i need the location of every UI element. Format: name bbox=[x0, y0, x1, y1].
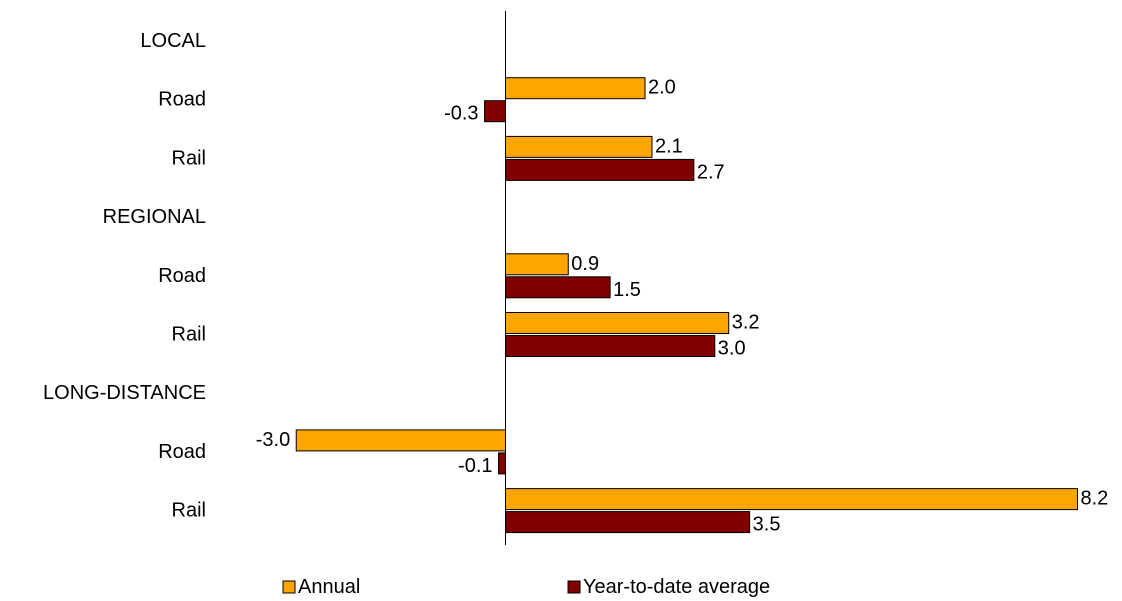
data-label: 3.0 bbox=[718, 338, 746, 360]
bar-year-to-date bbox=[505, 335, 716, 357]
category-label: REGIONAL bbox=[103, 206, 206, 228]
bar-annual bbox=[505, 135, 653, 158]
legend: Annual Year-to-date average bbox=[282, 576, 770, 598]
category-label: LONG-DISTANCE bbox=[43, 382, 206, 404]
data-label: 3.2 bbox=[732, 312, 760, 334]
data-label: 2.7 bbox=[697, 161, 725, 183]
category-label: LOCAL bbox=[140, 30, 206, 52]
bar-annual bbox=[295, 429, 507, 452]
data-label: -0.1 bbox=[458, 455, 492, 477]
bar-annual bbox=[505, 312, 730, 334]
bar-year-to-date bbox=[505, 511, 751, 534]
data-label: 2.1 bbox=[655, 135, 683, 157]
bar-year-to-date bbox=[484, 100, 507, 123]
data-label: 0.9 bbox=[571, 253, 599, 275]
category-labels: LOCAL Road Rail REGIONAL Road Rail LONG-DISTAN… bbox=[43, 30, 206, 522]
bar-year-to-date bbox=[505, 276, 611, 299]
bars bbox=[295, 77, 1078, 534]
category-label: Rail bbox=[172, 147, 206, 169]
bar-annual bbox=[505, 488, 1078, 511]
data-label: -0.3 bbox=[444, 103, 478, 125]
category-label: Rail bbox=[172, 324, 206, 346]
legend-label: Annual bbox=[298, 576, 360, 598]
data-labels: 2.0 -0.3 2.1 2.7 0.9 1.5 3.2 3.0 -3.0 -0.1 8.2 3.5 bbox=[256, 77, 1109, 536]
bar-year-to-date bbox=[505, 158, 695, 181]
data-label: 1.5 bbox=[613, 279, 641, 301]
bar-annual bbox=[505, 77, 646, 100]
bar-year-to-date bbox=[498, 452, 506, 475]
legend-swatch-year-to-date bbox=[567, 580, 581, 594]
data-label: 8.2 bbox=[1081, 488, 1109, 510]
legend-label: Year-to-date average bbox=[583, 576, 770, 598]
category-label: Road bbox=[158, 265, 206, 287]
data-label: 2.0 bbox=[648, 77, 676, 99]
category-label: Rail bbox=[172, 500, 206, 522]
data-label: -3.0 bbox=[256, 429, 290, 451]
category-label: Road bbox=[158, 441, 206, 463]
legend-swatch-annual bbox=[282, 580, 296, 594]
category-label: Road bbox=[158, 89, 206, 111]
data-label: 3.5 bbox=[753, 514, 781, 536]
bar-annual bbox=[505, 253, 569, 276]
